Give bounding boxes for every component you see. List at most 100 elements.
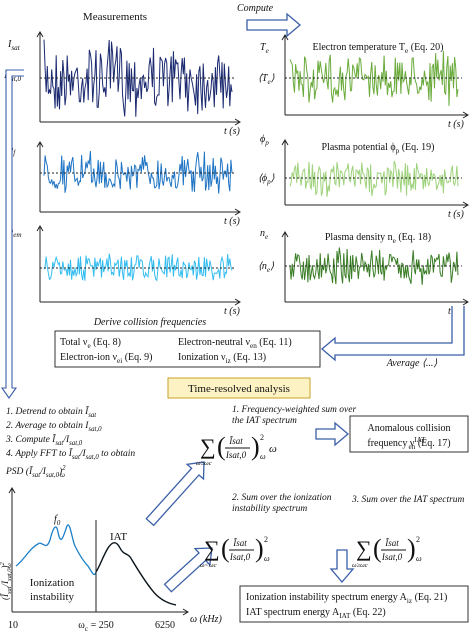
text-part: em bbox=[13, 231, 21, 239]
text-part: ⟨n bbox=[258, 261, 267, 272]
analysis-box bbox=[167, 377, 311, 399]
collision-item: Electron-ion νei (Eq. 9) bbox=[60, 352, 152, 365]
region-label: IAT bbox=[110, 531, 127, 543]
text-part: (Eq. 19) bbox=[399, 142, 434, 153]
text-part: ω bbox=[78, 620, 85, 631]
text-part: /I bbox=[0, 580, 10, 588]
text-part: I bbox=[7, 39, 12, 50]
axis-arrow bbox=[36, 31, 44, 38]
axis-arrow bbox=[462, 298, 469, 306]
energy-box bbox=[239, 585, 469, 623]
x-label: t (s) bbox=[224, 306, 241, 317]
signal-trace bbox=[43, 253, 233, 282]
sum-heading: the IAT spectrum bbox=[232, 416, 297, 426]
x-tick-label: 6250 bbox=[155, 620, 175, 631]
region-label: instability bbox=[30, 591, 75, 603]
text-part: sat,0 bbox=[69, 440, 83, 447]
text-part: (Eq. 11) bbox=[257, 337, 292, 348]
fraction-denominator: Isat,0 bbox=[229, 552, 251, 562]
x-tick-label: 10 bbox=[8, 620, 18, 631]
sum-heading: 3. Sum over the IAT spectrum bbox=[351, 495, 465, 505]
subscript: ω bbox=[260, 452, 266, 461]
text-part: sat,0 bbox=[7, 75, 21, 83]
x-label: t (s) bbox=[448, 119, 465, 130]
text-part: 2. Average to obtain I bbox=[6, 421, 89, 431]
sum-heading: 1. Frequency-weighted sum over bbox=[232, 405, 356, 415]
text-part: (Eq. 21) bbox=[412, 592, 447, 603]
spectrum-curve-iat bbox=[95, 542, 177, 606]
block-arrow bbox=[320, 306, 465, 362]
paren: ) bbox=[407, 534, 416, 563]
axis-arrow bbox=[462, 201, 469, 209]
block-arrow bbox=[163, 547, 213, 593]
text-part: (Eq. 20) bbox=[408, 42, 443, 53]
y-label: Isat bbox=[7, 39, 21, 52]
paren: ) bbox=[251, 432, 260, 461]
axis-arrow bbox=[462, 111, 469, 119]
text-part: iz bbox=[407, 597, 412, 605]
analysis-title: Time-resolved analysis bbox=[188, 383, 290, 395]
mean-label: ⟨ϕp⟩ bbox=[258, 173, 275, 186]
text-part: /I bbox=[39, 467, 47, 477]
text-part: sat bbox=[6, 586, 13, 594]
step-text: 4. Apply FFT to Ĩsat/Isat,0 to obtain bbox=[6, 447, 135, 461]
text-part: p bbox=[264, 139, 269, 147]
y-label: Te bbox=[260, 42, 270, 55]
text-part: 2 bbox=[62, 465, 66, 472]
text-part: ω bbox=[60, 472, 65, 479]
signal-trace bbox=[43, 150, 233, 194]
sum-heading: 2. Sum over the ionization bbox=[232, 493, 332, 503]
axis-arrow bbox=[234, 118, 241, 126]
collision-box bbox=[54, 330, 321, 368]
text-part: Plasma potential ϕ bbox=[321, 142, 395, 153]
text-part: 4. Apply FFT to Ĩ bbox=[6, 447, 74, 459]
text-part: ϕ bbox=[260, 134, 265, 145]
anomalous-text: Anomalous collision bbox=[367, 423, 450, 434]
text-part: Ionization ν bbox=[178, 352, 226, 363]
text-part: ⟨ϕ bbox=[258, 173, 267, 184]
block-arrow bbox=[145, 461, 205, 527]
paren: ) bbox=[255, 534, 264, 563]
text-part: 0 bbox=[57, 519, 61, 527]
text-part: en bbox=[409, 443, 416, 451]
fraction-numerator: Ĩsat bbox=[228, 436, 243, 446]
axis-arrow bbox=[281, 34, 289, 41]
text-part: 2 bbox=[0, 562, 6, 566]
text-part: Electron temperature T bbox=[312, 42, 405, 53]
block-arrow bbox=[246, 12, 302, 38]
text-part: ω bbox=[6, 563, 13, 568]
text-part: e bbox=[265, 233, 269, 241]
fraction-numerator: Ĩsat bbox=[232, 538, 247, 548]
panel-title: Plasma density ne (Eq. 18) bbox=[325, 232, 431, 245]
text-part: ) bbox=[0, 566, 10, 570]
x-label: t (s) bbox=[448, 209, 465, 220]
text-part: sat,0 bbox=[6, 568, 13, 581]
text-part: n bbox=[260, 228, 265, 239]
step-text: 3. Compute Ĩsat/Isat,0 bbox=[5, 433, 83, 447]
subscript: ω bbox=[264, 554, 270, 563]
sum-range: ω<ωc bbox=[200, 562, 217, 569]
text-part: sat bbox=[11, 44, 20, 52]
x-label: t (s) bbox=[224, 216, 241, 227]
subscript: ω bbox=[416, 554, 422, 563]
spectrum-y-label: (Ĩsat/Isat,0)2ω bbox=[0, 562, 13, 600]
x-label: t (s) bbox=[224, 126, 241, 137]
text-part: Plasma density n bbox=[325, 232, 393, 243]
mean-label: ⟨Te⟩ bbox=[258, 73, 275, 86]
axis-arrow bbox=[234, 298, 241, 306]
text-part: Total ν bbox=[60, 337, 88, 348]
text-part: sat bbox=[55, 440, 64, 447]
block-arrow bbox=[329, 549, 355, 584]
text-part: iz bbox=[226, 357, 231, 365]
panel-title: Plasma potential ϕp (Eq. 19) bbox=[321, 142, 434, 155]
block-arrow bbox=[0, 69, 24, 399]
text-part: e bbox=[266, 47, 270, 55]
measurements-title: Measurements bbox=[83, 11, 147, 23]
text-part: IAT spectrum energy A bbox=[246, 607, 340, 618]
text-part: IAT bbox=[414, 436, 426, 444]
sum-symbol: ∑ bbox=[200, 434, 216, 459]
text-part: sat bbox=[72, 454, 81, 461]
fraction-numerator: Ĩsat bbox=[384, 538, 399, 548]
text-part: en bbox=[250, 342, 257, 350]
